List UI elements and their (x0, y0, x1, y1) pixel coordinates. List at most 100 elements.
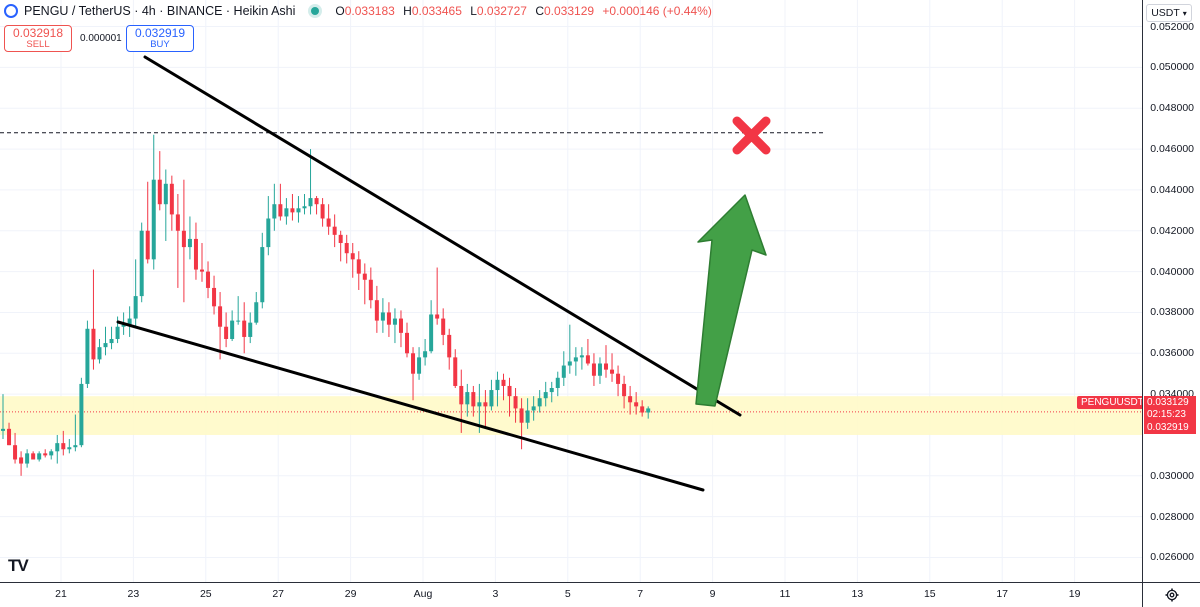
sell-button[interactable]: 0.032918 SELL (4, 25, 72, 52)
candle-body (326, 218, 331, 227)
buy-label: BUY (150, 39, 170, 50)
cross-mark-icon (732, 116, 771, 155)
candle-body (567, 361, 572, 366)
candle-body (25, 453, 30, 464)
candle-body (350, 253, 355, 260)
candle-body (115, 326, 120, 339)
candle-body (206, 271, 211, 288)
candle-body (423, 351, 428, 358)
price-label: 0.050000 (1150, 61, 1194, 74)
candle-body (212, 287, 217, 307)
candle-body (236, 320, 241, 322)
market-status-icon[interactable] (311, 7, 320, 15)
settings-button[interactable] (1142, 582, 1200, 607)
candle-body (79, 383, 84, 446)
candle-body (103, 343, 108, 348)
candle-body (278, 204, 283, 217)
ohlc-values: O0.033183 H0.033465 L0.032727 C0.033129 … (335, 4, 712, 18)
candle-body (471, 392, 476, 407)
candle-body (622, 383, 627, 397)
candle-body (386, 312, 391, 325)
candle-body (338, 234, 343, 244)
candle-body (254, 302, 259, 323)
candle-body (260, 247, 265, 303)
candle-body (13, 445, 18, 460)
candle-body (573, 357, 578, 362)
currency-label: USDT (1151, 7, 1180, 19)
tradingview-logo[interactable]: TV (8, 556, 29, 575)
candle-body (151, 179, 156, 260)
time-label: 27 (272, 588, 285, 600)
candle-body (597, 363, 602, 376)
candle-body (145, 230, 150, 260)
candle-body (187, 238, 192, 248)
candle-body (477, 402, 482, 407)
candle-body (19, 457, 24, 464)
chart-canvas[interactable] (0, 0, 1142, 582)
candle-body (634, 402, 639, 407)
price-label: 0.048000 (1150, 102, 1194, 115)
currency-button[interactable]: USDT ▾ (1146, 4, 1192, 22)
close-value: 0.033129 (543, 4, 595, 18)
candle-body (561, 365, 566, 378)
candle-body (248, 322, 253, 337)
candle-body (73, 445, 78, 448)
candle-body (272, 204, 277, 219)
candle-body (133, 296, 138, 319)
candle-body (230, 320, 235, 339)
candle-body (67, 447, 72, 450)
candle-body (417, 357, 422, 374)
candle-body (332, 226, 337, 235)
candle-body (97, 347, 102, 360)
candle-body (525, 410, 530, 423)
time-label: 21 (55, 588, 67, 600)
candle-body (175, 214, 180, 231)
candle-body (109, 338, 114, 344)
candle-body (628, 396, 633, 403)
candle-body (447, 334, 452, 358)
candle-body (284, 208, 289, 217)
candle-body (429, 314, 434, 352)
symbol-logo-icon (4, 4, 18, 18)
candle-body (405, 332, 410, 354)
candle-body (543, 392, 548, 399)
candle-body (398, 318, 403, 333)
candle-body (435, 314, 440, 319)
candle-body (531, 406, 536, 411)
candle-body (61, 443, 66, 450)
bid-price-tag: 0.032919 (1144, 421, 1196, 434)
candle-body (604, 363, 608, 370)
candle-body (519, 408, 524, 423)
candle-body (290, 208, 295, 213)
current-price-tag: 0.033129 (1144, 396, 1196, 409)
candle-body (465, 392, 470, 405)
wedge-lower-line (116, 320, 705, 492)
wedge-upper-line (143, 55, 742, 417)
time-axis[interactable]: 21 23 25 27 29 Aug 3 5 7 9 11 13 15 17 19 (0, 582, 1142, 607)
candle-body (169, 183, 174, 215)
candle-body (380, 312, 385, 321)
candle-body (591, 363, 596, 376)
up-arrow-icon (695, 194, 767, 407)
candle-body (459, 385, 464, 405)
sell-price: 0.032918 (12, 26, 64, 40)
spread-value: 0.000001 (80, 33, 122, 44)
time-label: 13 (851, 588, 864, 600)
symbol-title[interactable]: PENGU / TetherUS · 4h · BINANCE · Heikin… (24, 4, 296, 18)
candle-body (302, 206, 307, 209)
price-axis[interactable]: 0.052000 0.050000 0.048000 0.046000 0.044000… (1142, 0, 1200, 582)
candle-body (579, 355, 584, 358)
candle-body (314, 198, 319, 205)
candle-body (356, 259, 361, 274)
buy-button[interactable]: 0.032919 BUY (126, 25, 194, 52)
chart-pane[interactable]: PENGU / TetherUS · 4h · BINANCE · Heikin… (0, 0, 1142, 582)
candle-body (513, 396, 518, 409)
high-value: 0.033465 (411, 4, 462, 18)
candle-body (37, 453, 42, 460)
candle-body (368, 279, 373, 301)
price-label: 0.026000 (1150, 551, 1194, 564)
time-label: 7 (637, 588, 644, 600)
candle-body (555, 377, 560, 388)
candle-body (344, 243, 349, 254)
price-label: 0.042000 (1150, 224, 1194, 237)
